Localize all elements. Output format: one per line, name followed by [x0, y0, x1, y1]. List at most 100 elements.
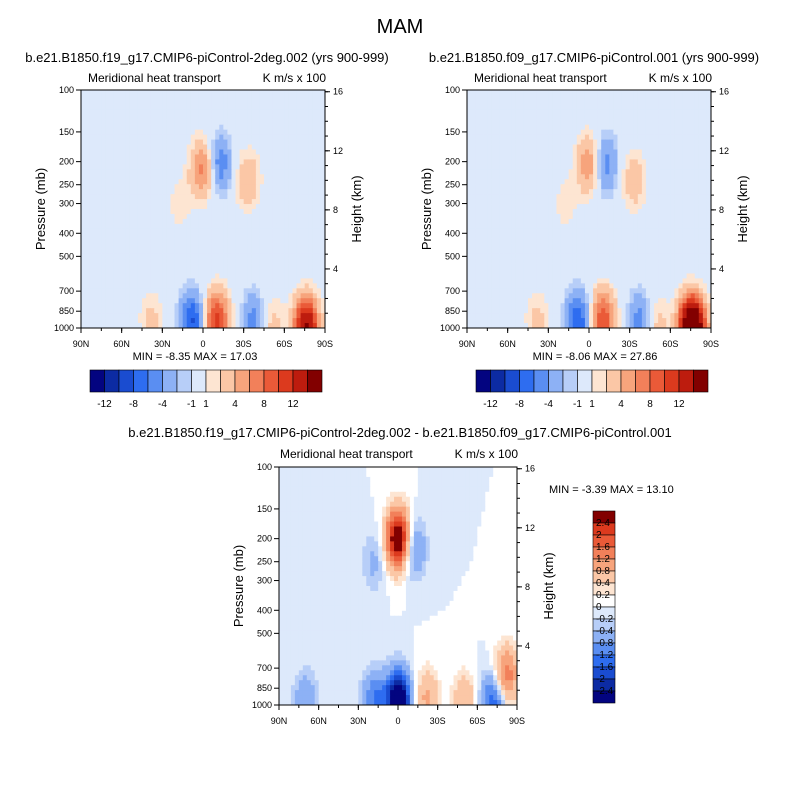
field-cell	[650, 199, 655, 205]
field-cell	[186, 124, 192, 131]
field-cell	[142, 278, 147, 284]
field-cell	[105, 164, 111, 170]
field-cell	[81, 129, 86, 136]
field-cell	[633, 209, 639, 215]
field-cell	[605, 194, 610, 200]
field-cell	[467, 164, 472, 170]
field-cell	[605, 174, 610, 180]
colorbar-box	[249, 369, 265, 393]
field-cell	[268, 149, 273, 156]
field-cell	[255, 139, 261, 146]
field-cell	[133, 323, 139, 328]
colorbar-box	[307, 369, 323, 393]
field-cell	[158, 268, 163, 275]
field-cell	[137, 313, 143, 319]
field-cell	[532, 169, 537, 175]
field-cell	[150, 278, 155, 284]
field-cell	[284, 204, 289, 210]
field-cell	[243, 114, 249, 121]
field-cell	[532, 164, 537, 170]
field-cell	[528, 228, 533, 235]
field-cell	[544, 213, 549, 220]
field-cell	[613, 248, 619, 255]
field-cell	[117, 94, 123, 101]
field-cell	[251, 223, 257, 230]
field-cell	[280, 159, 285, 165]
field-cell	[548, 248, 553, 255]
field-cell	[280, 169, 285, 175]
field-cell	[247, 298, 253, 304]
field-cell	[194, 114, 200, 121]
field-cell	[85, 273, 90, 280]
field-cell	[633, 119, 639, 126]
field-cell	[584, 223, 590, 230]
field-cell	[528, 184, 533, 190]
field-cell	[312, 114, 318, 121]
field-cell	[491, 238, 497, 245]
field-cell	[487, 248, 492, 255]
field-cell	[129, 273, 135, 280]
field-cell	[150, 223, 155, 230]
field-cell	[194, 323, 200, 328]
field-cell	[215, 273, 220, 280]
field-cell	[137, 90, 143, 96]
field-cell	[178, 119, 184, 126]
field-cell	[113, 218, 119, 225]
field-cell	[198, 109, 204, 116]
field-cell	[597, 228, 602, 235]
field-cell	[300, 223, 306, 230]
field-cell	[552, 139, 558, 146]
field-cell	[81, 268, 86, 275]
field-cell	[515, 154, 521, 161]
field-cell	[190, 154, 196, 161]
field-cell	[223, 114, 228, 121]
field-cell	[568, 164, 574, 170]
field-cell	[142, 313, 147, 319]
field-cell	[198, 273, 204, 280]
field-cell	[471, 129, 476, 136]
field-cell	[235, 189, 241, 195]
field-cell	[467, 209, 472, 215]
field-cell	[93, 253, 98, 260]
field-cell	[682, 209, 688, 215]
field-cell	[150, 218, 155, 225]
field-cell	[637, 179, 643, 185]
field-cell	[243, 209, 249, 215]
field-cell	[259, 273, 265, 280]
field-cell	[239, 238, 245, 245]
field-cell	[219, 164, 224, 170]
field-cell	[255, 293, 261, 299]
field-cell	[682, 114, 688, 121]
field-cell	[523, 174, 529, 180]
field-cell	[280, 129, 285, 136]
field-cell	[211, 318, 216, 324]
field-cell	[178, 263, 184, 270]
field-cell	[268, 90, 273, 96]
field-cell	[666, 194, 671, 200]
field-cell	[633, 213, 639, 220]
field-cell	[491, 154, 497, 161]
field-cell	[601, 144, 606, 151]
field-cell	[515, 169, 521, 175]
field-cell	[166, 288, 172, 294]
field-cell	[666, 213, 671, 220]
field-cell	[129, 184, 135, 190]
field-cell	[625, 139, 631, 146]
field-cell	[142, 273, 147, 280]
field-cell	[568, 169, 574, 175]
field-cell	[288, 308, 294, 314]
field-cell	[662, 109, 667, 116]
field-cell	[129, 278, 135, 284]
field-cell	[239, 223, 245, 230]
field-cell	[658, 213, 663, 220]
field-cell	[247, 223, 253, 230]
field-cell	[288, 263, 294, 270]
field-cell	[150, 159, 155, 165]
field-cell	[658, 164, 663, 170]
field-cell	[93, 199, 98, 205]
field-cell	[117, 129, 123, 136]
field-cell	[235, 228, 241, 235]
field-cell	[650, 129, 655, 136]
field-cell	[548, 209, 553, 215]
colorbar-label: -8	[129, 399, 138, 410]
